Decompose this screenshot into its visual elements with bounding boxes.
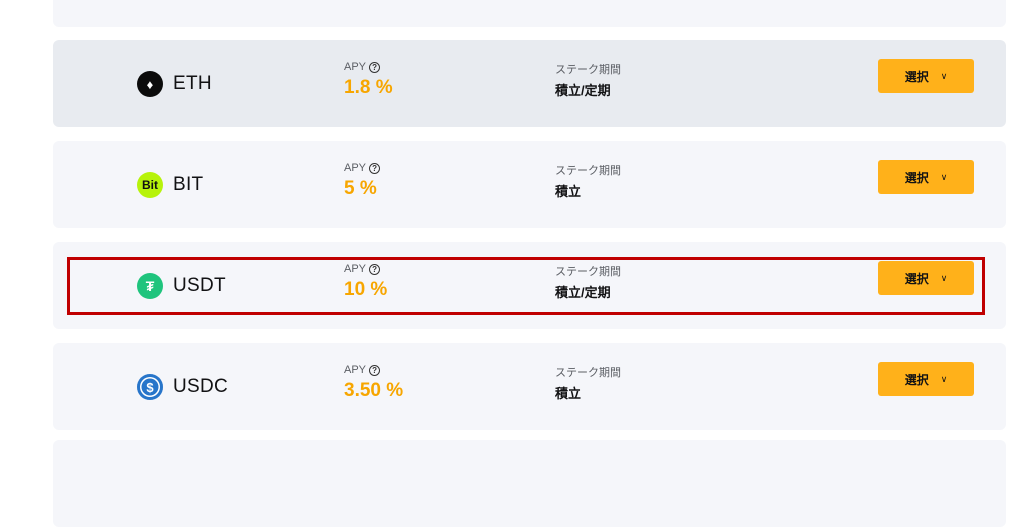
stake-period-label: ステーク期間 <box>555 266 621 278</box>
usdc-icon: $ <box>137 374 163 400</box>
chevron-down-icon: ∨ <box>940 373 948 384</box>
coin-name: BIT <box>173 174 204 195</box>
apy-value: 10 % <box>344 279 388 300</box>
select-button[interactable]: 選択 ∨ <box>878 362 974 396</box>
coin-card-bit[interactable]: Bit BIT APY? 5 % ステーク期間 積立 選択 ∨ <box>53 141 1006 228</box>
coin-card-partial <box>53 0 1006 27</box>
select-button[interactable]: 選択 ∨ <box>878 59 974 93</box>
chevron-down-icon: ∨ <box>940 70 948 81</box>
apy-label: APY? <box>344 61 381 73</box>
stake-period-value: 積立 <box>555 386 582 401</box>
stake-period-label: ステーク期間 <box>555 165 621 177</box>
eth-icon: ♦ <box>137 71 163 97</box>
select-button[interactable]: 選択 ∨ <box>878 160 974 194</box>
help-icon[interactable]: ? <box>369 263 381 275</box>
chevron-down-icon: ∨ <box>940 171 948 182</box>
coin-card-partial <box>53 440 1006 527</box>
coin-card-usdt[interactable]: ₮ USDT APY? 10 % ステーク期間 積立/定期 選択 ∨ <box>53 242 1006 329</box>
stake-period-label: ステーク期間 <box>555 367 621 379</box>
bit-icon: Bit <box>137 172 163 198</box>
apy-value: 5 % <box>344 178 377 199</box>
help-icon[interactable]: ? <box>369 364 381 376</box>
coin-name: USDC <box>173 376 229 397</box>
chevron-down-icon: ∨ <box>940 272 948 283</box>
apy-label: APY? <box>344 162 381 174</box>
apy-value: 3.50 % <box>344 380 404 401</box>
select-button[interactable]: 選択 ∨ <box>878 261 974 295</box>
apy-label: APY? <box>344 364 381 376</box>
coin-card-eth[interactable]: ♦ ETH APY? 1.8 % ステーク期間 積立/定期 選択 ∨ <box>53 40 1006 127</box>
usdt-icon: ₮ <box>137 273 163 299</box>
coin-name: ETH <box>173 73 212 94</box>
coin-card-usdc[interactable]: $ USDC APY? 3.50 % ステーク期間 積立 選択 ∨ <box>53 343 1006 430</box>
apy-label: APY? <box>344 263 381 275</box>
coin-name: USDT <box>173 275 226 296</box>
help-icon[interactable]: ? <box>369 61 381 73</box>
apy-value: 1.8 % <box>344 77 393 98</box>
stake-period-value: 積立 <box>555 184 582 199</box>
stake-period-value: 積立/定期 <box>555 285 611 300</box>
stake-period-label: ステーク期間 <box>555 64 621 76</box>
help-icon[interactable]: ? <box>369 162 381 174</box>
stake-period-value: 積立/定期 <box>555 83 611 98</box>
